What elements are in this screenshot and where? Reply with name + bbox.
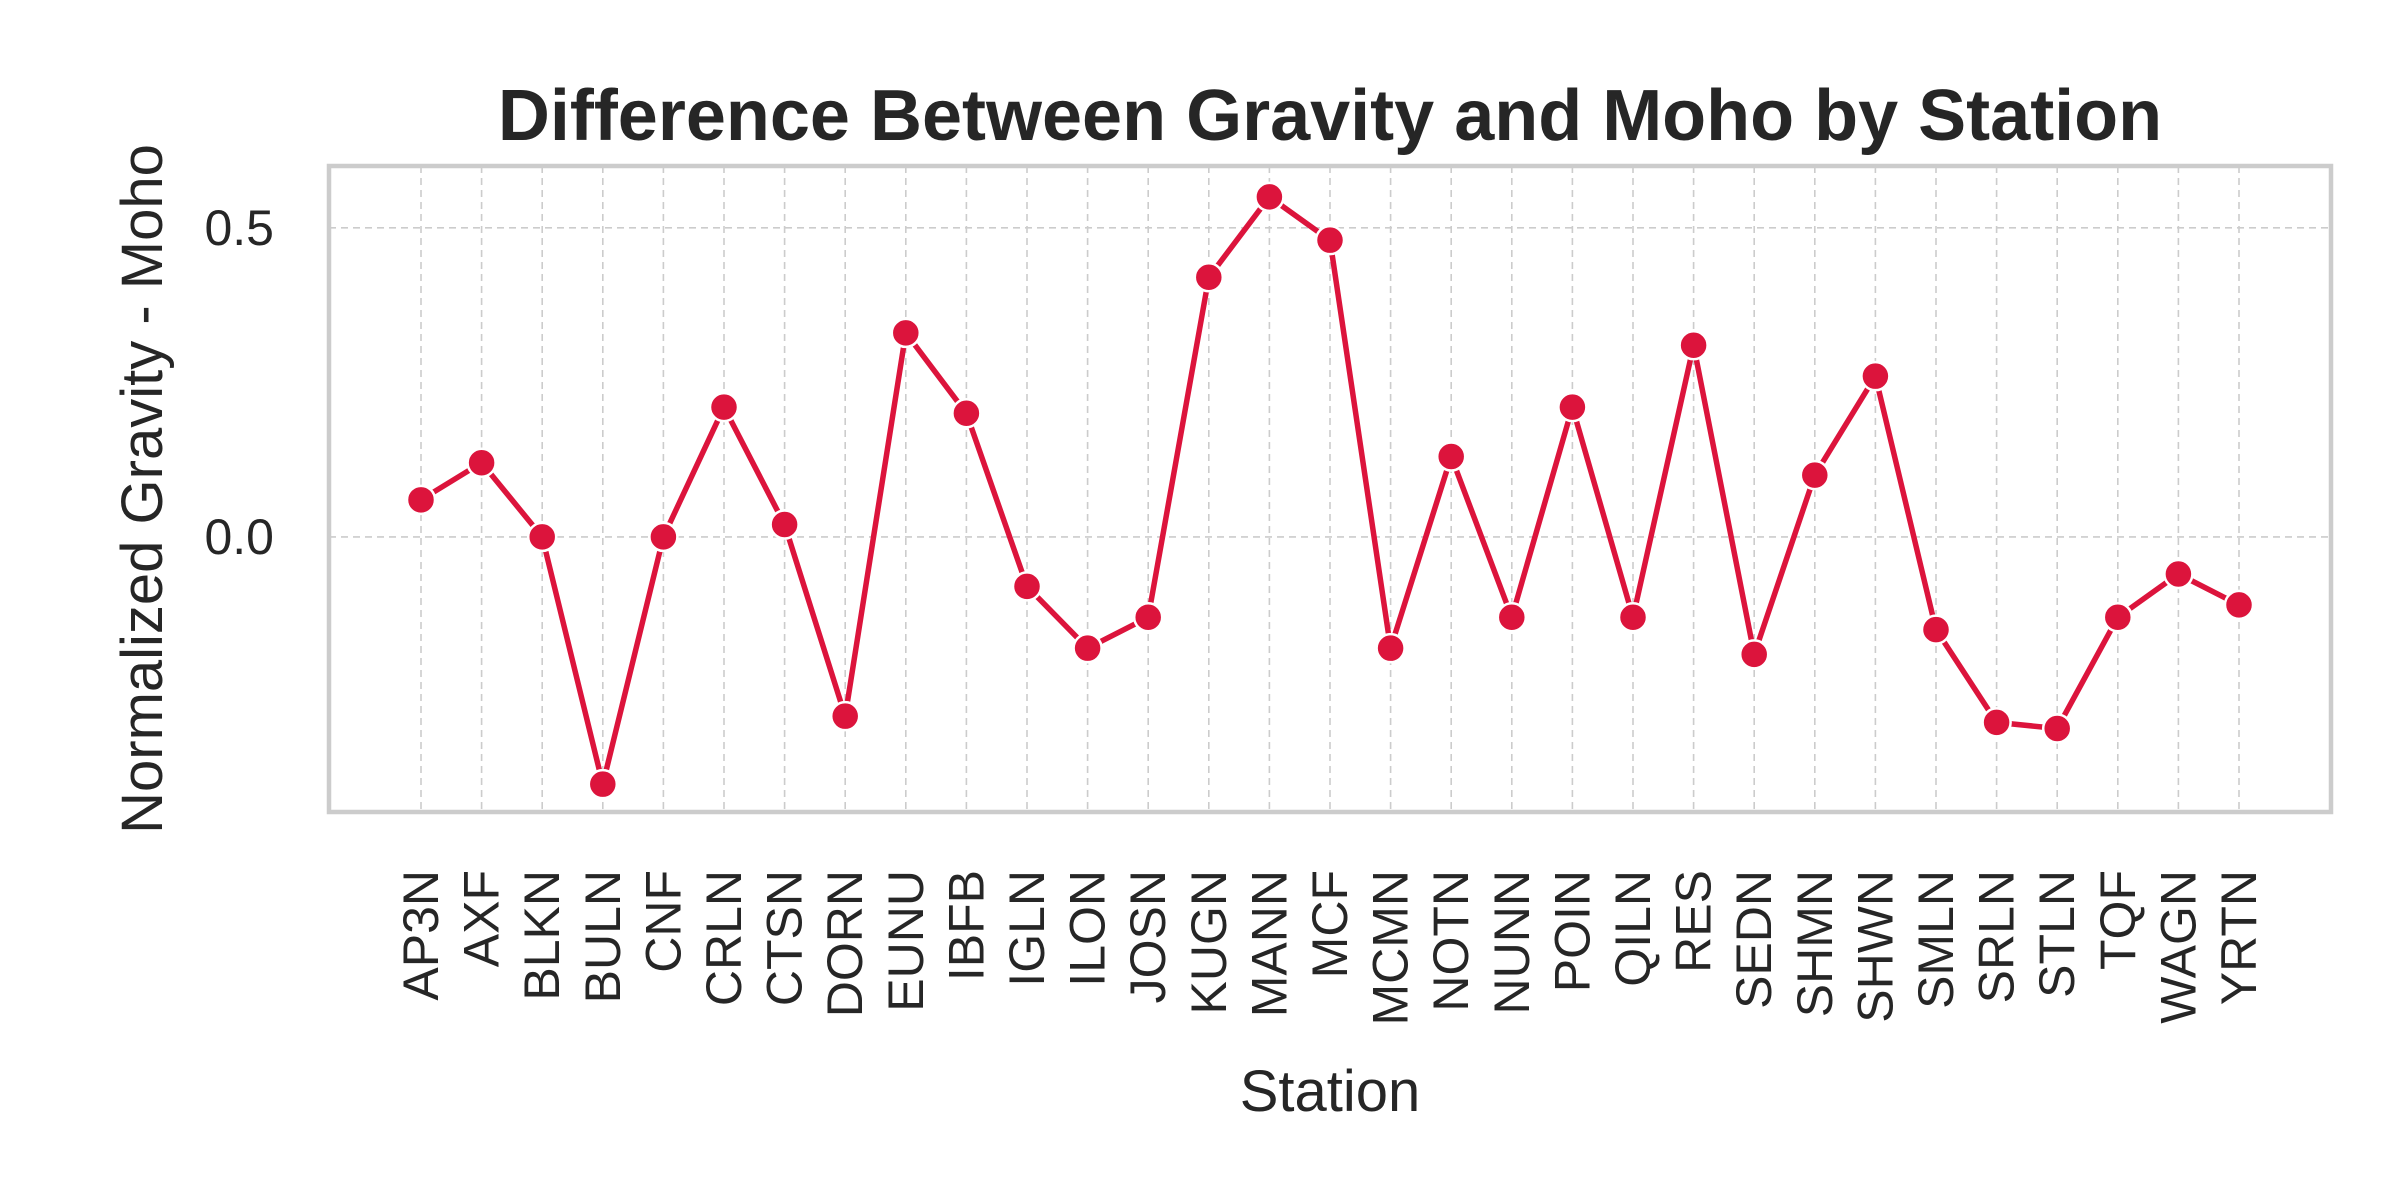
x-tick-label: SEDN xyxy=(1726,870,1782,1009)
x-tick-label: POIN xyxy=(1544,870,1600,992)
x-tick-label: SRLN xyxy=(1969,870,2025,1003)
data-point-ap3n xyxy=(405,484,437,516)
x-tick-label: BULN xyxy=(575,870,631,1003)
x-tick-label: NUNN xyxy=(1484,870,1540,1014)
x-tick-label: AP3N xyxy=(393,870,449,1001)
data-point-smln xyxy=(1920,614,1952,645)
x-tick-label: EUNU xyxy=(878,870,934,1012)
data-point-notn xyxy=(1435,441,1467,472)
x-tick-label: SHWN xyxy=(1847,870,1903,1023)
y-axis-ticks: 0.0 0.5 xyxy=(204,200,274,565)
x-tick-label: NOTN xyxy=(1423,870,1479,1012)
x-tick-label: CRLN xyxy=(696,870,752,1006)
x-tick-label: MCF xyxy=(1302,870,1358,978)
data-point-ctsn xyxy=(769,509,800,540)
x-tick-label: SMLN xyxy=(1908,870,1964,1009)
data-point-blkn xyxy=(526,521,558,553)
plot-area-frame xyxy=(326,163,2334,815)
x-tick-label: AXF xyxy=(454,870,510,967)
data-point-sedn xyxy=(1738,639,1770,670)
data-point-qiln xyxy=(1617,602,1649,633)
x-tick-label: CTSN xyxy=(757,870,813,1006)
data-point-kugn xyxy=(1193,262,1225,293)
x-axis-label: Station xyxy=(1240,1059,1421,1124)
data-point-josn xyxy=(1132,602,1164,633)
data-point-igln xyxy=(1011,571,1043,602)
series-layer xyxy=(405,181,2255,800)
x-tick-label: BLKN xyxy=(514,870,570,1001)
data-point-shmn xyxy=(1799,459,1831,491)
data-point-poin xyxy=(1557,391,1588,423)
x-tick-label: DORN xyxy=(817,870,873,1017)
x-tick-label: SHMN xyxy=(1787,870,1843,1017)
data-point-srln xyxy=(1981,707,2012,738)
data-point-mcmn xyxy=(1375,632,1406,664)
x-tick-label: CNF xyxy=(635,870,691,973)
data-point-eunu xyxy=(890,317,922,349)
data-point-stln xyxy=(2041,713,2073,744)
x-axis-ticks: AP3N AXF BLKN BULN CNF CRLN CTSN DORN EUNU IBFB IG… xyxy=(393,870,2267,1026)
data-point-shwn xyxy=(1860,360,1891,392)
data-point-buln xyxy=(587,768,619,800)
data-point-dorn xyxy=(829,700,861,732)
data-point-res xyxy=(1678,330,1709,361)
data-point-crln xyxy=(708,391,740,423)
data-point-ibfb xyxy=(951,398,982,429)
x-tick-label: STLN xyxy=(2029,870,2085,998)
x-tick-label: KUGN xyxy=(1181,870,1237,1014)
x-tick-label: TQF xyxy=(2090,870,2146,970)
x-tick-label: JOSN xyxy=(1120,870,1176,1003)
x-tick-label: MANN xyxy=(1241,870,1297,1017)
x-tick-label: YRTN xyxy=(2211,870,2267,1005)
x-tick-label: MCMN xyxy=(1363,870,1419,1026)
y-tick-label: 0.0 xyxy=(204,509,274,565)
y-tick-label: 0.5 xyxy=(204,200,274,256)
data-point-nunn xyxy=(1496,602,1528,633)
data-point-cnf xyxy=(648,521,679,553)
chart-title: Difference Between Gravity and Moho by S… xyxy=(498,76,2162,156)
grid-lines xyxy=(329,166,2331,812)
x-tick-label: WAGN xyxy=(2150,870,2206,1024)
x-tick-label: ILON xyxy=(1060,870,1116,987)
data-point-ilon xyxy=(1072,632,1103,664)
y-axis-label: Normalized Gravity - Moho xyxy=(110,144,175,834)
data-point-mann xyxy=(1254,181,1285,213)
x-tick-label: RES xyxy=(1666,870,1722,973)
data-point-mcf xyxy=(1314,224,1346,256)
x-tick-label: IGLN xyxy=(999,870,1055,987)
x-tick-label: IBFB xyxy=(938,870,994,981)
data-point-axf xyxy=(466,447,497,478)
data-point-yrtn xyxy=(2223,589,2255,621)
data-point-tqf xyxy=(2102,602,2134,633)
data-point-wagn xyxy=(2163,558,2194,590)
x-tick-label: QILN xyxy=(1605,870,1661,987)
